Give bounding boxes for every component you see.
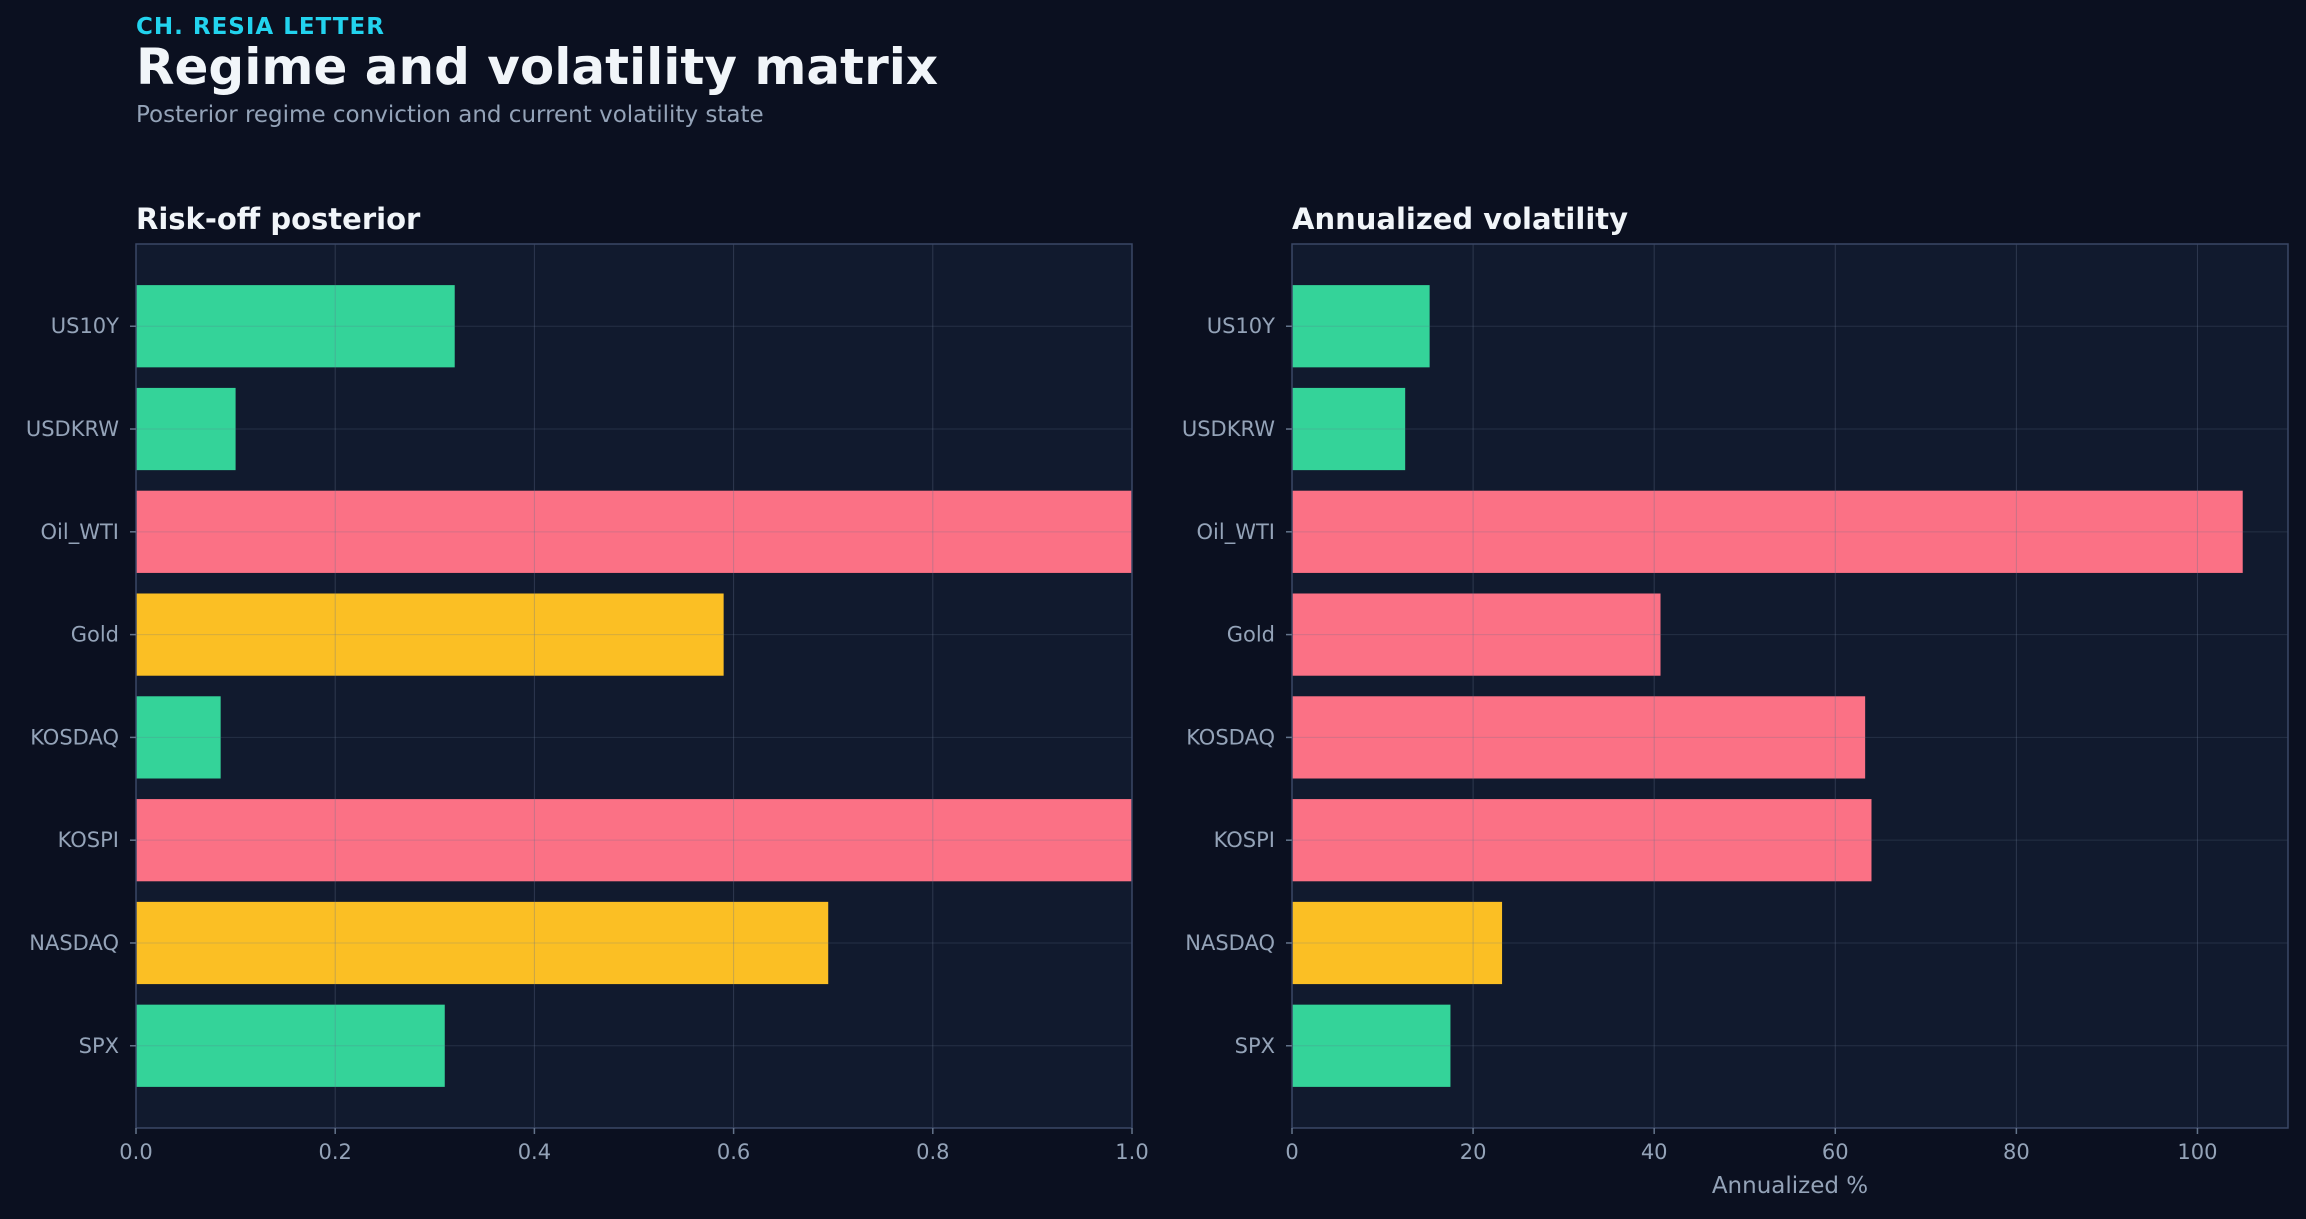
right-x-axis-label: Annualized %: [1712, 1173, 1868, 1199]
right-x-tick-label: 40: [1641, 1140, 1668, 1164]
right-x-tick-label: 60: [1822, 1140, 1849, 1164]
left-y-tick-label: USDKRW: [26, 417, 119, 441]
right-x-tick-label: 20: [1460, 1140, 1487, 1164]
left-panel-title: Risk-off posterior: [136, 202, 421, 236]
right-panel-title: Annualized volatility: [1292, 202, 1629, 236]
left-bar-kosdaq: [136, 696, 221, 779]
right-y-tick-label: Gold: [1227, 623, 1275, 647]
left-y-tick-label: US10Y: [51, 314, 119, 338]
right-x-tick-label: 100: [2177, 1140, 2217, 1164]
left-plot-frame: [135, 243, 1133, 1129]
right-bar-spx: [1292, 1004, 1451, 1087]
left-x-tick-label: 0.8: [916, 1140, 949, 1164]
left-y-tick-label: KOSPI: [58, 828, 119, 852]
left-y-tick-label: KOSDAQ: [30, 725, 119, 749]
right-y-tick-label: USDKRW: [1182, 417, 1275, 441]
left-bar-usdkrw: [136, 387, 236, 471]
right-bar-kospi: [1292, 799, 1872, 882]
left-x-tick-label: 1.0: [1115, 1140, 1148, 1164]
right-bar-nasdaq: [1292, 901, 1503, 985]
left-x-tick-label: 0.2: [318, 1140, 351, 1164]
right-y-tick-label: SPX: [1235, 1034, 1275, 1058]
left-x-tick-label: 0.6: [717, 1140, 750, 1164]
left-y-tick-label: NASDAQ: [29, 931, 119, 955]
page-subtitle: Posterior regime conviction and current …: [136, 102, 764, 128]
right-bar-kosdaq: [1292, 696, 1866, 779]
right-x-tick-label: 80: [2003, 1140, 2030, 1164]
right-y-tick-label: KOSPI: [1214, 828, 1275, 852]
right-y-tick-label: Oil_WTI: [1197, 520, 1275, 545]
left-bar-us10y: [136, 285, 455, 368]
left-bar-gold: [136, 593, 724, 676]
right-y-tick-label: NASDAQ: [1185, 931, 1275, 955]
right-plot-background: [1292, 244, 2288, 1128]
left-y-tick-label: SPX: [79, 1034, 119, 1058]
left-bar-kospi: [136, 799, 1132, 882]
left-y-tick-label: Oil_WTI: [41, 520, 119, 545]
right-bar-gold: [1292, 593, 1661, 676]
right-bar-us10y: [1292, 285, 1430, 368]
right-plot-frame: [1291, 243, 2289, 1129]
left-bar-spx: [136, 1004, 445, 1087]
page-title: Regime and volatility matrix: [136, 38, 939, 96]
left-bar-nasdaq: [136, 901, 829, 985]
right-y-tick-label: US10Y: [1207, 314, 1275, 338]
right-bar-oil-wti: [1292, 490, 2243, 573]
left-bar-oil-wti: [136, 490, 1132, 573]
left-plot-background: [136, 244, 1132, 1128]
right-y-tick-label: KOSDAQ: [1186, 725, 1275, 749]
right-bar-usdkrw: [1292, 387, 1406, 471]
left-x-tick-label: 0.4: [518, 1140, 551, 1164]
left-x-tick-label: 0.0: [119, 1140, 152, 1164]
right-x-tick-label: 0: [1285, 1140, 1298, 1164]
left-y-tick-label: Gold: [71, 623, 119, 647]
report-kicker: CH. RESIA LETTER: [136, 14, 385, 40]
